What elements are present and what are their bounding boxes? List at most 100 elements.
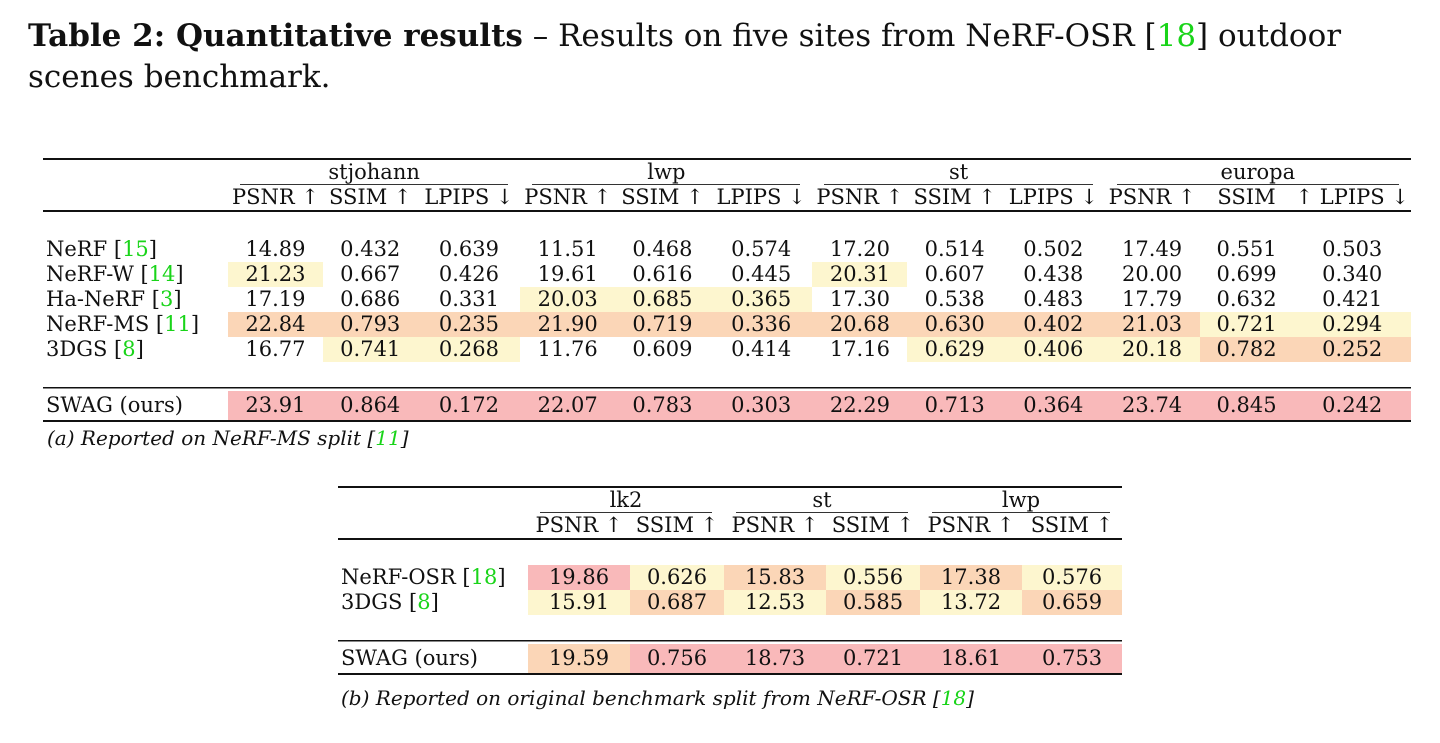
metric-value: 0.365 bbox=[709, 287, 813, 312]
table-row: 3DGS [8] 15.91 0.687 12.53 0.585 13.72 0.659 bbox=[338, 590, 1122, 615]
metric-value: 0.721 bbox=[1199, 312, 1294, 337]
metric-header: SSIM ↑ bbox=[615, 185, 710, 212]
caption-dash: – bbox=[522, 18, 559, 54]
metric-value: 14.89 bbox=[245, 237, 306, 261]
method-citation-link[interactable]: 18 bbox=[470, 565, 498, 589]
subcaption-a-citation-link[interactable]: 11 bbox=[375, 426, 401, 450]
metric-value: 19.86 bbox=[528, 565, 630, 590]
metric-header: PSNR ↑ bbox=[920, 513, 1022, 540]
metric-value: 0.741 bbox=[322, 337, 418, 362]
metric-header: PSNR ↑ bbox=[1104, 185, 1200, 212]
table-row: NeRF-OSR [18] 19.86 0.626 15.83 0.556 17.38 0.… bbox=[338, 565, 1122, 590]
metric-value: 0.685 bbox=[615, 287, 710, 312]
metric-header: PSNR ↑ bbox=[528, 513, 630, 540]
method-name: Ha-NeRF [3] bbox=[43, 287, 228, 312]
subcaption-a: (a) Reported on NeRF-MS split [11] bbox=[47, 426, 409, 450]
metric-value: 0.336 bbox=[709, 312, 813, 337]
method-bracket: ] bbox=[430, 590, 439, 614]
metric-value: 17.30 bbox=[829, 287, 890, 311]
caption-label: Table 2: Quantitative results bbox=[28, 18, 523, 54]
method-citation-link[interactable]: 14 bbox=[148, 262, 176, 286]
method-bracket: ] bbox=[173, 287, 182, 311]
method-label: NeRF-MS [ bbox=[46, 312, 165, 336]
metric-value: 11.76 bbox=[537, 337, 598, 361]
method-label: NeRF [ bbox=[46, 237, 123, 261]
metric-value: 0.609 bbox=[632, 337, 693, 361]
header-row-sites: lk2 st lwp bbox=[338, 486, 1122, 514]
metric-value-ours: 0.845 bbox=[1199, 387, 1294, 422]
metric-value: 0.556 bbox=[826, 565, 920, 590]
metric-header: LPIPS ↓ bbox=[417, 185, 521, 212]
caption-text-end: ] outdoor scenes benchmark. bbox=[28, 18, 1342, 95]
metric-header: PSNR ↑ bbox=[812, 185, 908, 212]
metric-value: 0.252 bbox=[1293, 337, 1411, 362]
metric-value-ours: 22.07 bbox=[520, 387, 616, 422]
metric-value: 0.426 bbox=[438, 262, 499, 286]
metric-value: 20.18 bbox=[1104, 337, 1200, 362]
method-bracket: ] bbox=[175, 262, 184, 286]
method-citation-link[interactable]: 11 bbox=[164, 312, 191, 336]
results-table-nerf-ms-split: stjohann lwp st europa PSNR ↑ SSIM ↑ LPIPS ↓ PS… bbox=[43, 158, 1411, 422]
header-empty-cell bbox=[338, 513, 528, 540]
metric-value: 0.445 bbox=[731, 262, 792, 286]
site-header: lk2 bbox=[528, 486, 724, 514]
metric-value: 21.03 bbox=[1104, 312, 1200, 337]
metric-value: 0.659 bbox=[1022, 590, 1122, 615]
method-citation-link[interactable]: 8 bbox=[417, 590, 431, 614]
method-label: 3DGS [ bbox=[341, 590, 418, 614]
metric-header: LPIPS ↓ bbox=[709, 185, 813, 212]
subcaption-b-text: (b) Reported on original benchmark split… bbox=[341, 686, 941, 710]
metric-value: 20.00 bbox=[1122, 262, 1183, 286]
metric-header: ↑ LPIPS ↓ bbox=[1293, 185, 1411, 212]
metric-header: SSIM ↑ bbox=[322, 185, 418, 212]
subcaption-a-text: (a) Reported on NeRF-MS split [ bbox=[47, 426, 376, 450]
metric-value: 16.77 bbox=[245, 337, 306, 361]
method-citation-link[interactable]: 8 bbox=[122, 337, 136, 361]
metric-value: 21.23 bbox=[228, 262, 323, 287]
metric-header: SSIM ↑ bbox=[1022, 513, 1122, 540]
metric-value: 0.667 bbox=[340, 262, 401, 286]
metric-header: SSIM ↑ bbox=[630, 513, 724, 540]
metric-value: 0.483 bbox=[1023, 287, 1084, 311]
metric-value: 0.616 bbox=[632, 262, 693, 286]
metric-value: 0.687 bbox=[630, 590, 724, 615]
metric-value: 0.538 bbox=[924, 287, 985, 311]
metric-header: SSIM ↑ bbox=[826, 513, 920, 540]
metric-value: 0.607 bbox=[924, 262, 985, 286]
metric-value: 0.629 bbox=[907, 337, 1003, 362]
metric-header: SSIM bbox=[1199, 185, 1294, 212]
spacer bbox=[338, 615, 1122, 640]
method-name: NeRF-W [14] bbox=[43, 262, 228, 287]
method-citation-link[interactable]: 3 bbox=[159, 287, 174, 311]
metric-value: 20.03 bbox=[520, 287, 616, 312]
metric-value: 0.686 bbox=[340, 287, 401, 311]
metric-value: 20.68 bbox=[812, 312, 908, 337]
method-name: NeRF-MS [11] bbox=[43, 312, 228, 337]
metric-value-ours: 18.73 bbox=[724, 640, 826, 675]
metric-value: 17.38 bbox=[920, 565, 1022, 590]
method-name: NeRF-OSR [18] bbox=[338, 565, 528, 590]
metric-value: 0.294 bbox=[1293, 312, 1411, 337]
method-label: NeRF-OSR [ bbox=[341, 565, 471, 589]
header-row-metrics: PSNR ↑ SSIM ↑ PSNR ↑ SSIM ↑ PSNR ↑ SSIM ↑ bbox=[338, 513, 1122, 540]
subcaption-b-citation-link[interactable]: 18 bbox=[940, 686, 967, 710]
metric-value: 0.574 bbox=[731, 237, 792, 261]
method-bracket: ] bbox=[497, 565, 506, 589]
metric-value: 0.630 bbox=[907, 312, 1003, 337]
metric-value-ours: 19.59 bbox=[528, 640, 630, 675]
caption-citation-link[interactable]: 18 bbox=[1156, 18, 1197, 54]
metric-value-ours: 0.721 bbox=[826, 640, 920, 675]
site-header: lwp bbox=[520, 158, 813, 186]
table-caption: Table 2: Quantitative results – Results … bbox=[28, 16, 1428, 98]
site-header: st bbox=[724, 486, 920, 514]
method-citation-link[interactable]: 15 bbox=[122, 237, 149, 261]
metric-value-ours: 0.864 bbox=[322, 387, 418, 422]
site-header: europa bbox=[1104, 158, 1411, 186]
site-header: lwp bbox=[920, 486, 1122, 514]
metric-value-ours: 0.364 bbox=[1002, 387, 1105, 422]
metric-value: 0.406 bbox=[1002, 337, 1105, 362]
metric-value: 0.782 bbox=[1199, 337, 1294, 362]
spacer bbox=[43, 211, 1411, 237]
metric-value: 15.91 bbox=[528, 590, 630, 615]
metric-value-ours: 0.713 bbox=[907, 387, 1003, 422]
